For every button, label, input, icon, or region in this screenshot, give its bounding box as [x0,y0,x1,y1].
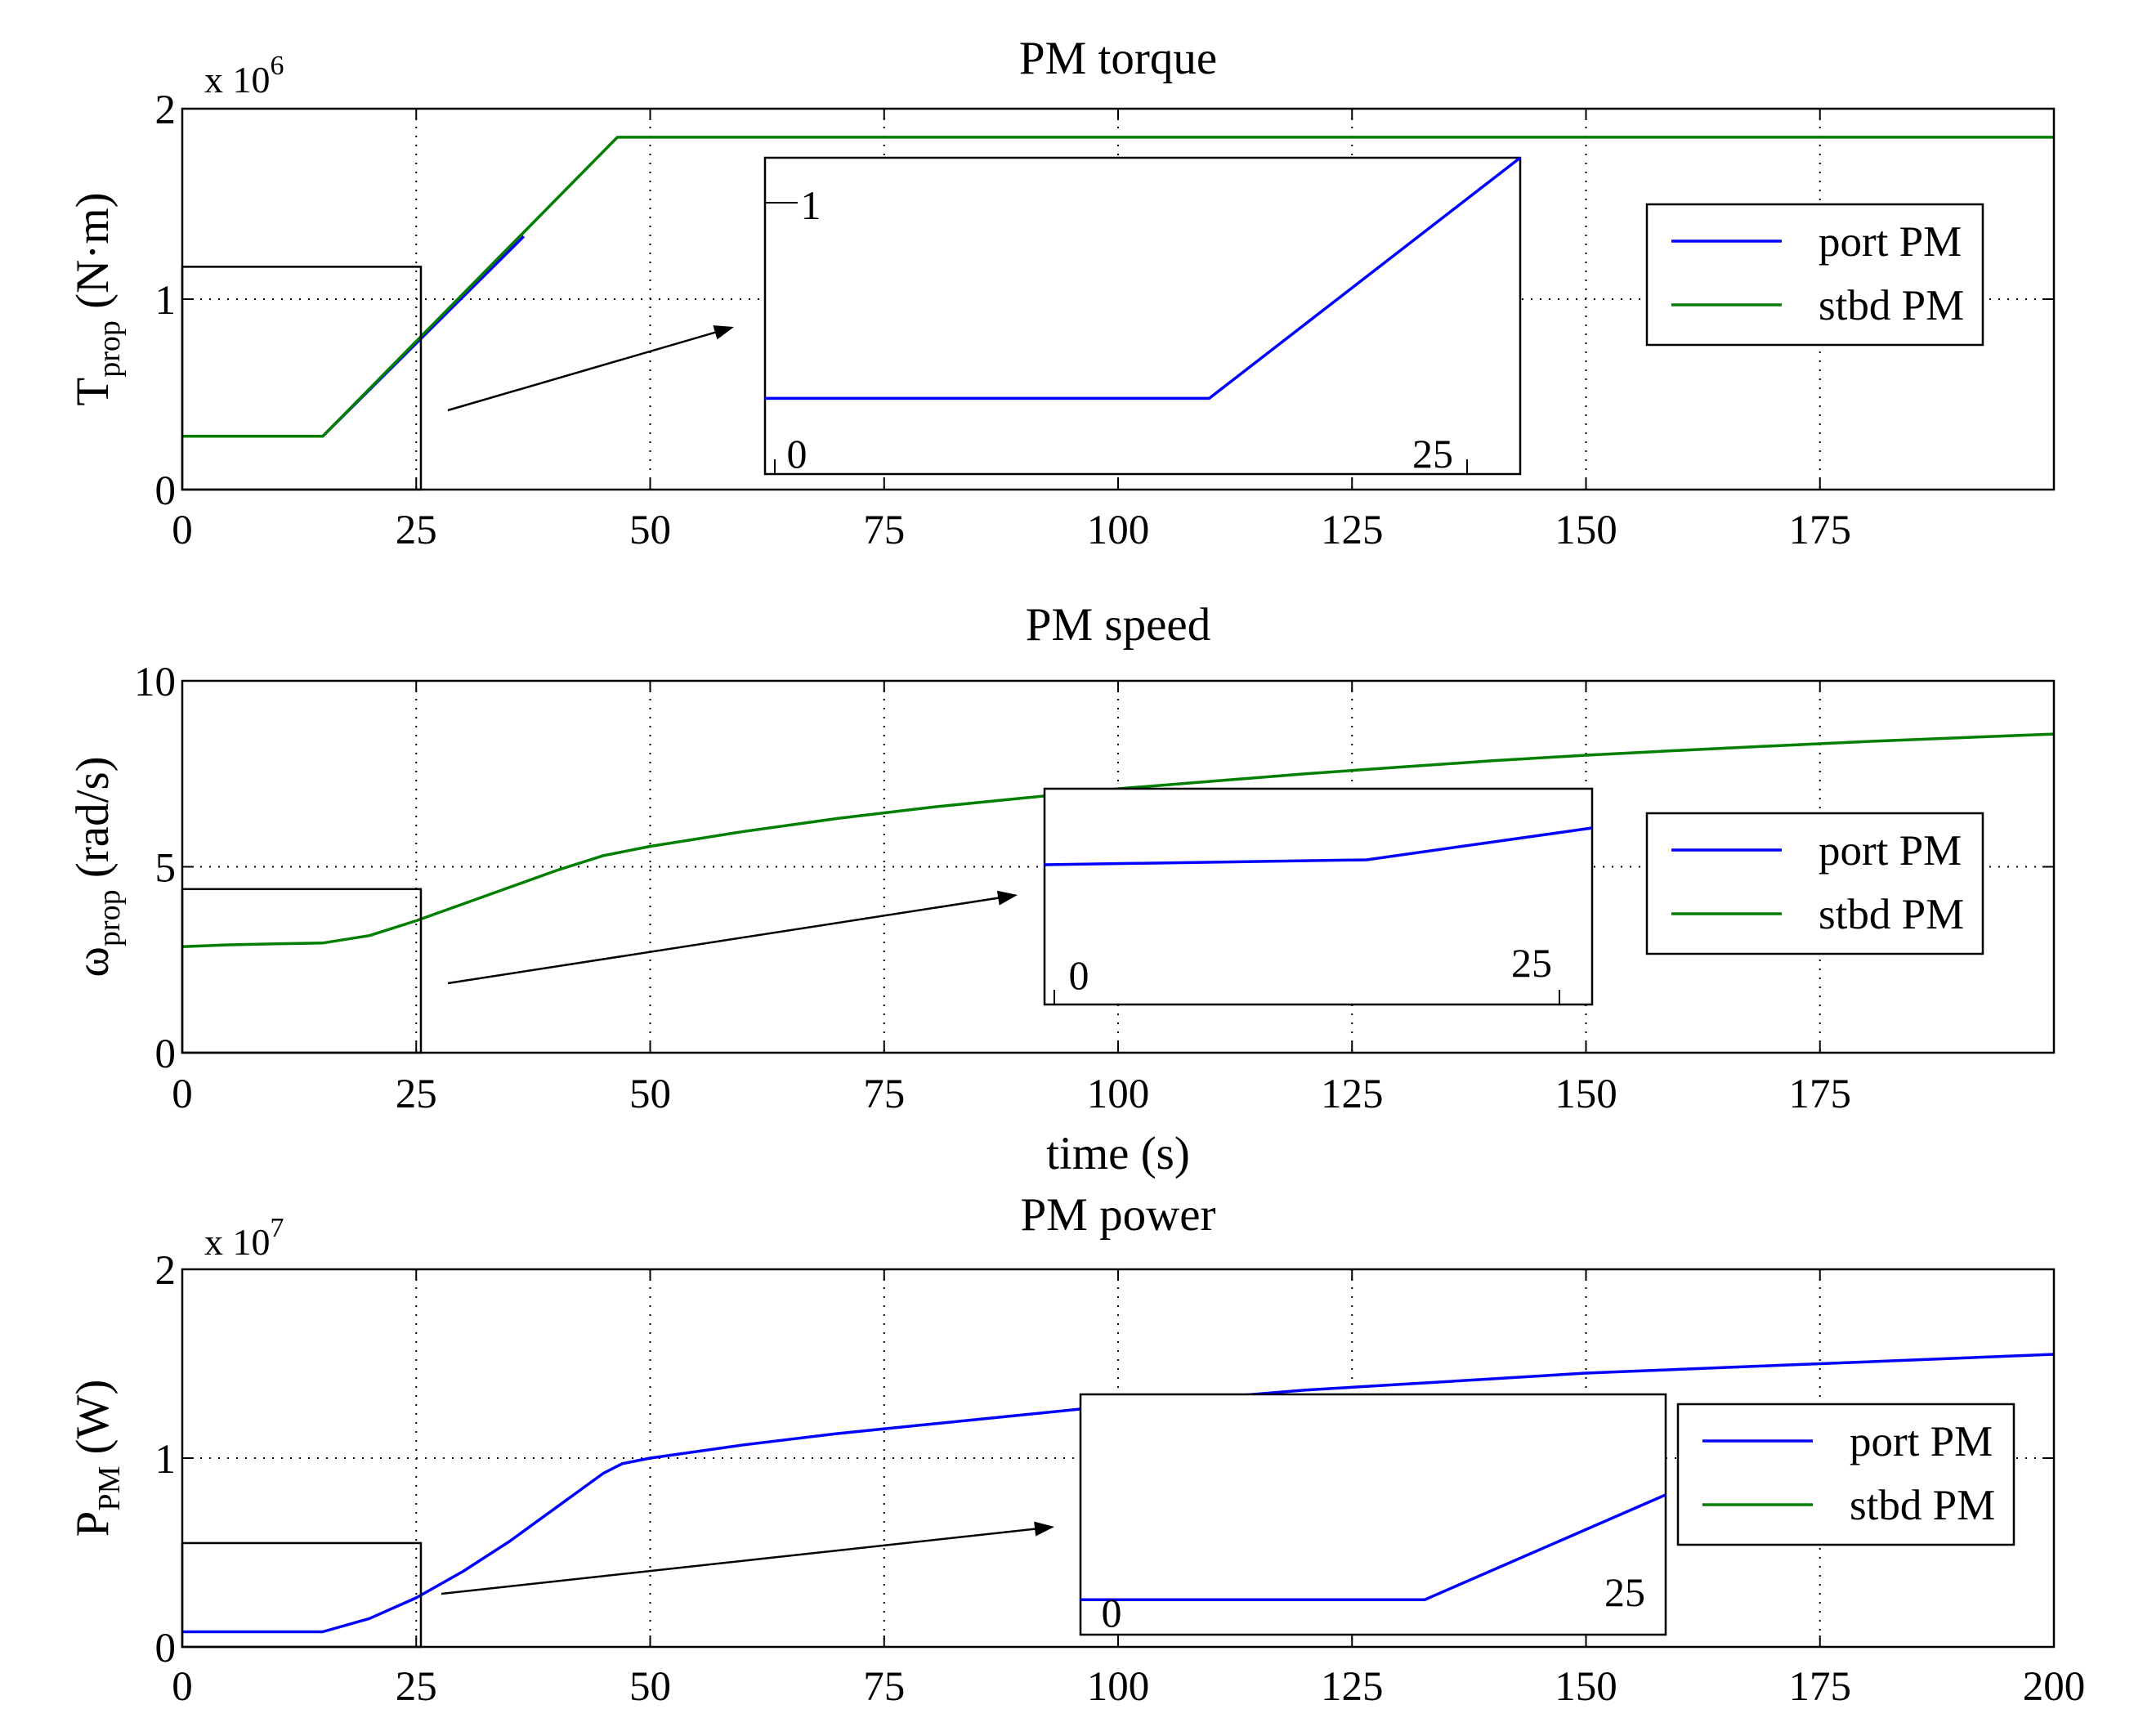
axes-frame [181,679,2056,1054]
x-tick-label: 150 [1555,508,1617,553]
axes-frame [181,1268,2056,1649]
inset-tick-label: 0 [787,431,808,477]
legend-label: stbd PM [1819,891,1964,938]
y-axis-subscript: prop [92,320,127,378]
x-tick-label: 100 [1087,1072,1150,1117]
y-axis-symbol: ω [67,946,119,978]
legend-label: port PM [1819,827,1962,875]
y-scale-exponent: 7 [271,1213,284,1243]
y-tick-label: 0 [155,1626,177,1671]
chart-title: PM torque [1019,33,1217,84]
x-tick-label: 150 [1555,1664,1617,1710]
y-axis-symbol: T [67,378,119,406]
zoom-arrow-line [447,329,721,412]
legend-label: stbd PM [1850,1482,1995,1529]
legend-label: port PM [1819,218,1962,266]
inset-series-line [1044,826,1593,866]
y-tick-label: 10 [134,660,176,705]
y-axis-label: Tprop (N·m) [67,192,127,405]
x-tick-label: 0 [172,1072,193,1117]
inset-tick-label: 0 [1102,1590,1122,1635]
inset-tick-label: 1 [801,182,821,228]
y-scale-factor: x 107 [204,1213,284,1263]
y-tick-label: 0 [155,1031,177,1077]
y-tick-label: 2 [155,1248,177,1294]
inset-series-line [765,156,1522,400]
x-tick-label: 50 [629,508,671,553]
legend-box [1676,1403,2015,1546]
x-tick-label: 75 [863,508,905,553]
zoom-arrow-head [1034,1521,1054,1537]
y-scale-base: x 10 [204,1221,271,1263]
y-tick-label: 5 [155,846,177,892]
x-tick-label: 75 [863,1664,905,1710]
x-tick-label: 125 [1321,1072,1384,1117]
inset-panel [763,156,1522,476]
y-scale-factor: x 106 [204,51,284,101]
legend-label: port PM [1850,1418,1993,1465]
inset-series-line [1080,1493,1666,1601]
y-axis-label: ωprop (rad/s) [67,756,127,977]
y-axis-unit: (W) [67,1380,119,1466]
x-tick-label: 175 [1789,1664,1852,1710]
zoom-arrow-head [996,890,1018,906]
inset-tick-label: 25 [1604,1569,1645,1615]
zoom-arrow-head [713,325,734,340]
y-tick-label: 0 [155,468,177,514]
inset-panel [1043,787,1594,1006]
series-line-stbd-pm [181,732,2055,949]
series-line-port-pm [182,1353,2055,1634]
x-tick-label: 0 [172,1664,193,1710]
legend-box [1645,812,1984,955]
axes-frame [181,107,2056,491]
y-scale-base: x 10 [204,59,271,101]
x-axis-label: time (s) [1046,1128,1190,1179]
inset-tick-label: 0 [1069,952,1089,998]
zoom-arrow-line [447,896,1004,985]
y-axis-label: PPM (W) [67,1380,127,1537]
inset-tick-label: 25 [1412,431,1453,477]
chart-title: PM speed [1026,599,1210,651]
x-tick-label: 50 [629,1664,671,1710]
x-tick-label: 200 [2023,1664,2086,1710]
x-tick-label: 125 [1321,1664,1384,1710]
x-tick-label: 25 [396,508,437,553]
x-tick-label: 25 [396,1664,437,1710]
y-tick-label: 2 [155,87,177,133]
zoom-arrow-line [441,1527,1040,1595]
series-line-stbd-pm [182,136,2054,438]
x-tick-label: 175 [1789,508,1852,553]
power-chart: PM power 0 25 50 75 100 125 150 175 200 0 1 2 x 107 PP… [67,1189,2085,1710]
y-tick-label: 1 [155,1437,177,1483]
x-tick-label: 175 [1789,1072,1852,1117]
chart-title: PM power [1020,1189,1215,1241]
x-tick-label: 25 [396,1072,437,1117]
x-tick-label: 0 [172,508,193,553]
x-tick-label: 150 [1555,1072,1617,1117]
inset-tick-label: 25 [1511,940,1552,986]
y-tick-label: 1 [155,278,177,324]
y-axis-symbol: P [67,1511,119,1537]
x-tick-label: 50 [629,1072,671,1117]
y-axis-unit: (rad/s) [67,756,119,889]
legend-box [1645,203,1984,347]
y-axis-subscript: PM [92,1466,127,1511]
x-tick-label: 125 [1321,508,1384,553]
inset-panel [1079,1393,1667,1636]
x-tick-label: 100 [1087,508,1150,553]
speed-chart: PM speed 0 25 50 75 100 125 150 175 0 5 10 ωprop (ra… [67,599,2056,1179]
y-axis-unit: (N·m) [67,192,119,320]
y-scale-exponent: 6 [271,51,284,81]
y-axis-subscript: prop [92,889,127,946]
x-tick-label: 75 [863,1072,905,1117]
legend-label: stbd PM [1819,282,1964,329]
x-tick-label: 100 [1087,1664,1150,1710]
